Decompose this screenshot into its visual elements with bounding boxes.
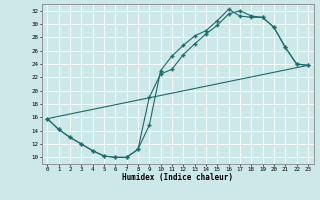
X-axis label: Humidex (Indice chaleur): Humidex (Indice chaleur): [122, 173, 233, 182]
